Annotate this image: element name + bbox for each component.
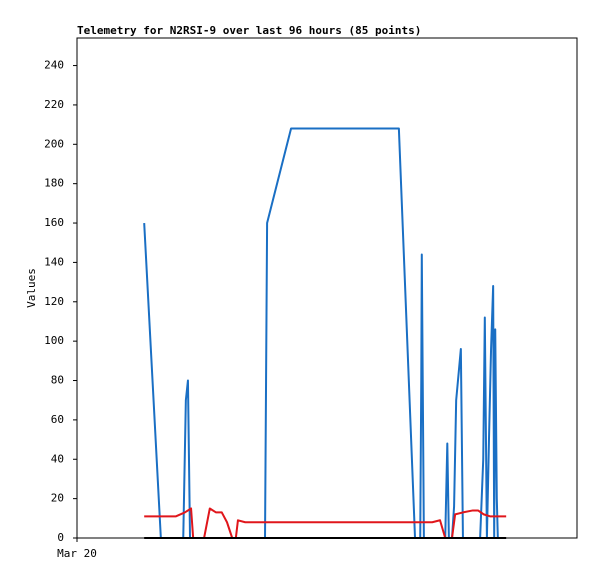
y-tick-label: 100 [44, 334, 64, 347]
y-tick-label: 220 [44, 98, 64, 111]
y-tick-label: 20 [51, 492, 64, 505]
y-tick-label: 40 [51, 452, 64, 465]
y-axis-title: Values [25, 268, 38, 308]
y-tick-label: 80 [51, 374, 64, 387]
y-tick-label: 200 [44, 137, 64, 150]
y-tick-label: 240 [44, 59, 64, 72]
x-tick-label: Mar 20 [57, 547, 97, 560]
y-tick-label: 140 [44, 255, 64, 268]
y-tick-label: 160 [44, 216, 64, 229]
y-tick-label: 120 [44, 295, 64, 308]
chart-title: Telemetry for N2RSI-9 over last 96 hours… [77, 24, 421, 37]
y-tick-label: 60 [51, 413, 64, 426]
y-tick-label: 0 [57, 531, 64, 544]
plot-area [76, 37, 578, 539]
y-tick-label: 180 [44, 177, 64, 190]
